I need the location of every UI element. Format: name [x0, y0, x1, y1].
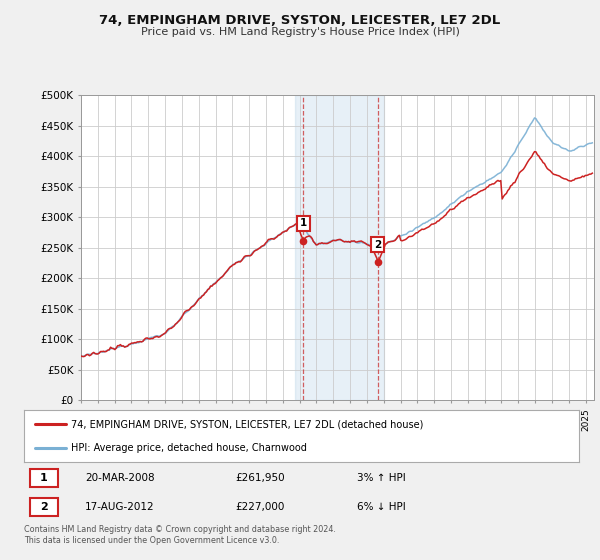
Text: 74, EMPINGHAM DRIVE, SYSTON, LEICESTER, LE7 2DL: 74, EMPINGHAM DRIVE, SYSTON, LEICESTER, … — [100, 14, 500, 27]
Text: Price paid vs. HM Land Registry's House Price Index (HPI): Price paid vs. HM Land Registry's House … — [140, 27, 460, 37]
Text: £261,950: £261,950 — [235, 473, 284, 483]
Text: 74, EMPINGHAM DRIVE, SYSTON, LEICESTER, LE7 2DL (detached house): 74, EMPINGHAM DRIVE, SYSTON, LEICESTER, … — [71, 419, 424, 430]
FancyBboxPatch shape — [29, 469, 58, 487]
Text: 1: 1 — [40, 473, 48, 483]
Text: 2: 2 — [40, 502, 48, 512]
Text: Contains HM Land Registry data © Crown copyright and database right 2024.
This d: Contains HM Land Registry data © Crown c… — [24, 525, 336, 545]
Text: HPI: Average price, detached house, Charnwood: HPI: Average price, detached house, Char… — [71, 443, 307, 453]
Text: 1: 1 — [300, 218, 307, 228]
Text: £227,000: £227,000 — [235, 502, 284, 512]
Text: 3% ↑ HPI: 3% ↑ HPI — [357, 473, 406, 483]
FancyBboxPatch shape — [29, 498, 58, 516]
Text: 6% ↓ HPI: 6% ↓ HPI — [357, 502, 406, 512]
Text: 2: 2 — [374, 240, 381, 250]
Bar — [295, 95, 384, 400]
Text: 17-AUG-2012: 17-AUG-2012 — [85, 502, 155, 512]
Text: 20-MAR-2008: 20-MAR-2008 — [85, 473, 155, 483]
